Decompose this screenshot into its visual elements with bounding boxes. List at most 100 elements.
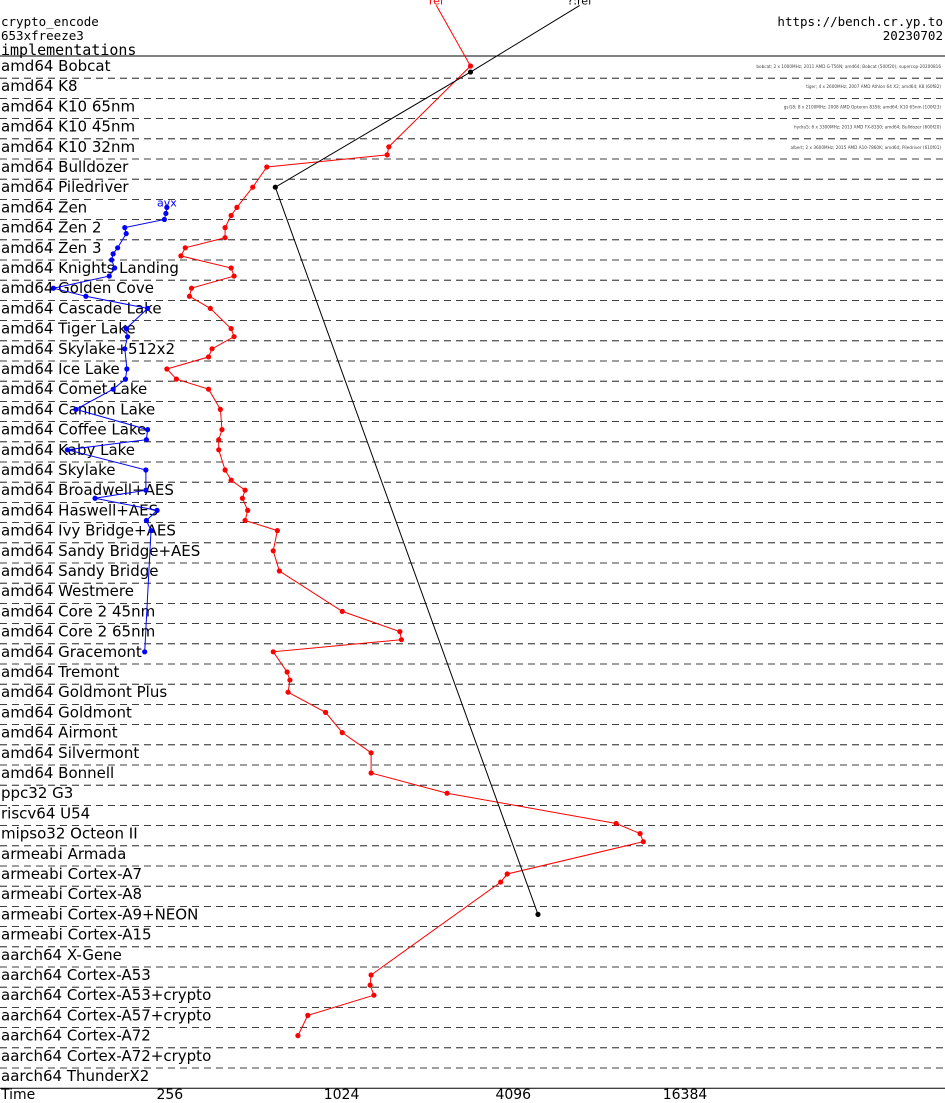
data-point	[163, 210, 169, 217]
data-point	[186, 293, 193, 299]
data-point	[498, 879, 504, 885]
row-label: ppc32 G3	[1, 784, 73, 802]
data-point	[239, 495, 246, 501]
series-legend: avx ref ?:ref	[157, 0, 593, 209]
series-line	[165, 5, 644, 1036]
data-point	[173, 376, 180, 382]
data-point	[386, 144, 392, 150]
row-label: armeabi Armada	[1, 845, 126, 863]
row-label: amd64 Golden Cove	[1, 279, 154, 297]
data-point	[274, 528, 280, 534]
data-point	[398, 637, 404, 643]
row-label: amd64 Zen 2	[1, 219, 102, 237]
row-label: amd64 Haswell+AES	[1, 501, 158, 519]
platform-annotation: gsi18; 8 x 2100MHz; 2008 AMD Opteron 835…	[784, 104, 942, 109]
data-point	[145, 305, 151, 311]
data-point	[285, 689, 291, 695]
data-point	[242, 517, 248, 524]
series-label: ?:ref	[567, 0, 593, 7]
data-point	[467, 63, 474, 69]
row-label: amd64 Bulldozer	[1, 158, 129, 176]
data-point	[108, 257, 115, 263]
data-point	[339, 730, 345, 736]
data-point	[164, 366, 170, 372]
row-label: amd64 Bonnell	[1, 764, 114, 782]
platform-annotation: bobcat; 2 x 1000MHz; 2011 AMD G-T56N; am…	[756, 64, 941, 69]
row-label: riscv64 U54	[1, 804, 90, 822]
data-point	[124, 334, 131, 340]
data-point	[535, 911, 541, 918]
row-label: amd64 Westmere	[1, 582, 134, 600]
series-line	[274, 4, 580, 915]
row-label: amd64 Coffee Lake	[1, 421, 146, 439]
data-point	[123, 326, 129, 332]
data-point	[143, 517, 150, 524]
data-point	[188, 285, 195, 291]
row-label: amd64 Zen 3	[1, 239, 102, 257]
data-point	[368, 750, 374, 756]
data-point	[228, 265, 234, 271]
data-point	[64, 447, 71, 453]
data-point	[228, 477, 234, 483]
data-point	[322, 709, 329, 716]
series-label: avx	[157, 196, 177, 209]
data-point	[122, 376, 129, 382]
row-label: amd64 Tiger Lake	[1, 320, 136, 338]
data-point	[613, 820, 619, 827]
row-label: amd64 K10 65nm	[1, 97, 135, 115]
data-point	[124, 366, 130, 372]
data-point	[50, 285, 56, 291]
data-point	[222, 467, 228, 473]
right-annotations: bobcat; 2 x 1000MHz; 2011 AMD G-T56N; am…	[756, 64, 941, 150]
row-label: amd64 Cascade Lake	[1, 299, 162, 317]
data-point	[182, 245, 188, 251]
data-point	[305, 1012, 311, 1019]
data-point	[272, 184, 278, 190]
row-label: amd64 Bobcat	[1, 57, 111, 75]
chart-grid	[0, 55, 945, 1089]
platform-annotation: tiger; 4 x 2600MHz; 2007 AMD Athlon 64 X…	[806, 84, 941, 89]
data-point	[264, 164, 270, 170]
chart-primitive-title: crypto_encode	[1, 14, 99, 29]
row-label: amd64 Broadwell+AES	[1, 481, 174, 499]
platform-annotation: hydra5; 6 x 3300MHz; 2013 AMD FX-8350; a…	[794, 125, 941, 130]
row-label: amd64 K8	[1, 77, 78, 95]
row-label: armeabi Cortex-A8	[1, 885, 142, 903]
data-point	[222, 225, 228, 231]
data-point	[110, 386, 116, 392]
platform-annotation: albert; 2 x 3600MHz; 2015 AMD A10-7860K;…	[790, 145, 941, 150]
row-label: amd64 Knights Landing	[1, 259, 179, 277]
row-label: amd64 Ivy Bridge+AES	[1, 522, 176, 540]
row-label: aarch64 Cortex-A57+crypto	[1, 1006, 211, 1024]
data-point	[295, 1033, 301, 1039]
data-point	[231, 334, 237, 340]
data-point	[207, 305, 213, 311]
data-point	[368, 770, 374, 776]
x-axis-label: Time	[0, 1087, 35, 1103]
row-label: amd64 Sandy Bridge+AES	[1, 542, 200, 560]
data-point	[73, 406, 79, 412]
data-point	[216, 447, 222, 453]
data-point	[276, 568, 282, 574]
series-line	[53, 207, 168, 652]
source-url: https://bench.cr.yp.to	[777, 14, 943, 29]
row-label: amd64 Sandy Bridge	[1, 562, 158, 580]
data-point	[143, 437, 150, 443]
data-point	[145, 427, 151, 433]
data-point	[250, 184, 256, 190]
data-point	[123, 231, 129, 237]
implementations-label: implementations	[1, 41, 137, 59]
data-point	[143, 487, 149, 493]
data-point	[122, 346, 128, 352]
data-point	[231, 273, 237, 279]
row-label: amd64 K10 45nm	[1, 118, 135, 136]
data-point	[228, 212, 234, 219]
data-point	[110, 251, 116, 257]
row-label: amd64 Silvermont	[1, 744, 139, 762]
data-point	[467, 69, 474, 75]
data-point	[234, 204, 240, 210]
data-point	[371, 992, 377, 998]
data-point	[205, 354, 212, 360]
data-point	[270, 649, 276, 655]
row-label: amd64 Goldmont Plus	[1, 683, 167, 701]
